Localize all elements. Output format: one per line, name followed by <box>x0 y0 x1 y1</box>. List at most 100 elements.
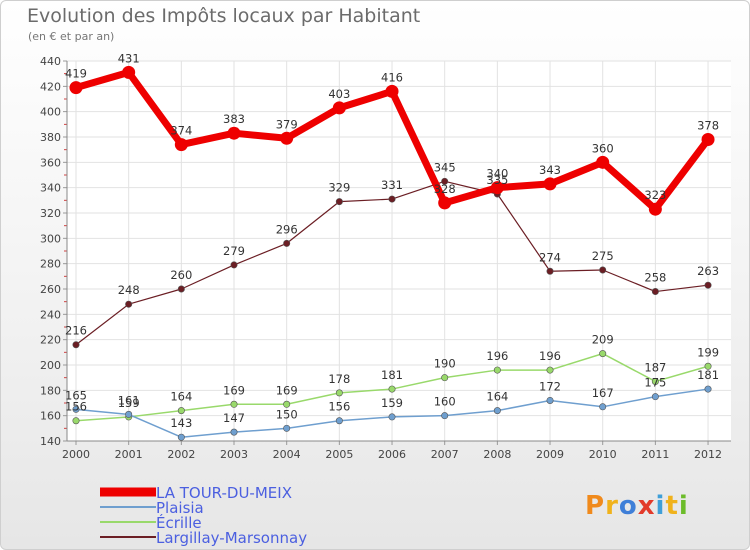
logo-letter: x <box>637 491 656 521</box>
legend-label-la-tour-du-meix: LA TOUR-DU-MEIX <box>156 484 292 502</box>
data-label-ecrille: 178 <box>328 372 350 386</box>
y-tick-label: 440 <box>40 55 61 68</box>
y-tick-label: 220 <box>40 334 61 347</box>
point-ecrille <box>493 366 501 374</box>
data-label-largillay-marsonnay: 216 <box>65 324 87 338</box>
point-la-tour-du-meix <box>438 196 452 210</box>
proxiti-logo: Proxiti <box>585 491 689 521</box>
point-ecrille <box>177 407 185 415</box>
point-la-tour-du-meix <box>596 155 610 169</box>
x-tick-label: 2008 <box>483 448 511 461</box>
x-tick-label: 2010 <box>589 448 617 461</box>
point-plaisia <box>599 403 607 411</box>
point-ecrille <box>441 374 449 382</box>
data-label-la-tour-du-meix: 383 <box>223 112 245 126</box>
legend-label-largillay-marsonnay: Largillay-Marsonnay <box>156 529 308 547</box>
data-label-plaisia: 150 <box>276 407 298 421</box>
data-label-la-tour-du-meix: 360 <box>592 141 614 155</box>
point-largillay-marsonnay <box>546 267 554 275</box>
y-tick-label: 260 <box>40 283 61 296</box>
point-la-tour-du-meix <box>385 84 399 98</box>
y-tick-label: 360 <box>40 156 61 169</box>
point-la-tour-du-meix <box>227 126 241 140</box>
data-label-largillay-marsonnay: 258 <box>644 271 666 285</box>
x-tick-label: 2012 <box>694 448 722 461</box>
point-largillay-marsonnay <box>704 281 712 289</box>
legend-label-plaisia: Plaisia <box>156 499 204 517</box>
x-tick-label: 2003 <box>220 448 248 461</box>
chart-title: Evolution des Impôts locaux par Habitant <box>27 5 421 27</box>
data-label-largillay-marsonnay: 263 <box>697 264 719 278</box>
data-label-ecrille: 169 <box>276 383 298 397</box>
point-largillay-marsonnay <box>335 198 343 206</box>
data-label-largillay-marsonnay: 335 <box>486 173 508 187</box>
point-largillay-marsonnay <box>441 177 449 185</box>
point-largillay-marsonnay <box>72 341 80 349</box>
point-ecrille <box>651 377 659 385</box>
y-tick-label: 180 <box>40 384 61 397</box>
point-plaisia <box>125 410 133 418</box>
data-label-ecrille: 190 <box>434 357 456 371</box>
x-tick-label: 2007 <box>431 448 459 461</box>
y-tick-label: 200 <box>40 359 61 372</box>
point-largillay-marsonnay <box>230 261 238 269</box>
y-tick-label: 240 <box>40 308 61 321</box>
x-tick-label: 2001 <box>115 448 143 461</box>
legend-label-ecrille: Écrille <box>156 514 202 532</box>
data-label-ecrille: 196 <box>539 349 561 363</box>
data-label-la-tour-du-meix: 379 <box>276 117 298 131</box>
point-la-tour-du-meix <box>648 202 662 216</box>
plot-area <box>67 61 731 441</box>
point-largillay-marsonnay <box>283 239 291 247</box>
data-label-plaisia: 165 <box>65 388 87 402</box>
data-label-plaisia: 172 <box>539 379 561 393</box>
y-tick-label: 300 <box>40 232 61 245</box>
point-largillay-marsonnay <box>651 288 659 296</box>
point-largillay-marsonnay <box>388 195 396 203</box>
data-label-la-tour-du-meix: 431 <box>118 51 140 65</box>
point-plaisia <box>335 417 343 425</box>
data-label-la-tour-du-meix: 323 <box>644 188 666 202</box>
point-la-tour-du-meix <box>543 177 557 191</box>
point-la-tour-du-meix <box>122 65 136 79</box>
data-label-la-tour-du-meix: 328 <box>434 182 456 196</box>
point-la-tour-du-meix <box>174 138 188 152</box>
point-plaisia <box>72 405 80 413</box>
legend-swatch-la-tour-du-meix <box>100 487 156 497</box>
x-tick-label: 2004 <box>273 448 301 461</box>
y-tick-label: 400 <box>40 106 61 119</box>
data-label-largillay-marsonnay: 248 <box>118 283 140 297</box>
data-label-plaisia: 160 <box>434 395 456 409</box>
data-label-largillay-marsonnay: 329 <box>328 181 350 195</box>
logo-letter: P <box>585 491 606 521</box>
data-label-largillay-marsonnay: 260 <box>170 268 192 282</box>
data-label-plaisia: 181 <box>697 368 719 382</box>
data-label-plaisia: 156 <box>328 400 350 414</box>
point-plaisia <box>388 413 396 421</box>
point-la-tour-du-meix <box>490 181 504 195</box>
legend-swatch-plaisia <box>100 506 156 508</box>
point-plaisia <box>651 393 659 401</box>
point-plaisia <box>704 385 712 393</box>
data-label-plaisia: 164 <box>486 390 508 404</box>
logo-letter: o <box>618 491 638 521</box>
data-label-ecrille: 199 <box>697 345 719 359</box>
data-label-ecrille: 156 <box>65 400 87 414</box>
point-la-tour-du-meix <box>280 131 294 145</box>
point-ecrille <box>335 389 343 397</box>
point-plaisia <box>283 424 291 432</box>
data-label-la-tour-du-meix: 378 <box>697 119 719 133</box>
data-label-ecrille: 169 <box>223 383 245 397</box>
point-plaisia <box>230 428 238 436</box>
point-ecrille <box>230 400 238 408</box>
y-tick-label: 380 <box>40 131 61 144</box>
point-la-tour-du-meix <box>701 133 715 147</box>
y-tick-label: 140 <box>40 435 61 448</box>
point-ecrille <box>72 417 80 425</box>
point-plaisia <box>177 433 185 441</box>
data-label-ecrille: 196 <box>486 349 508 363</box>
data-label-ecrille: 181 <box>381 368 403 382</box>
x-tick-label: 2005 <box>325 448 353 461</box>
point-ecrille <box>388 385 396 393</box>
data-label-la-tour-du-meix: 416 <box>381 70 403 84</box>
